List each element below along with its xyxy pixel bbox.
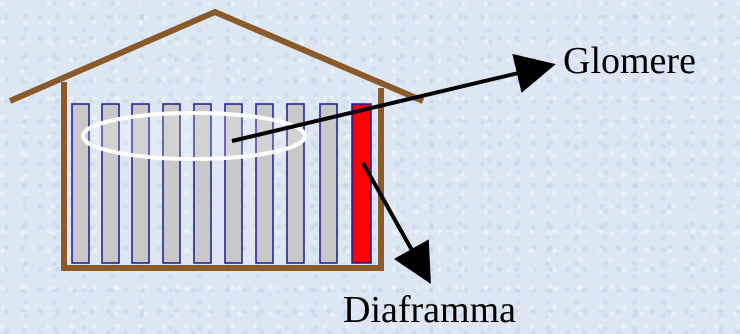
bar bbox=[319, 103, 338, 264]
glomere-label: Glomere bbox=[563, 40, 696, 82]
bar bbox=[162, 103, 181, 264]
glomere-ellipse bbox=[81, 111, 307, 161]
diaframma-label: Diaframma bbox=[343, 289, 517, 331]
bar bbox=[193, 103, 212, 264]
bar bbox=[131, 103, 150, 264]
bar-group bbox=[71, 103, 372, 264]
bar bbox=[255, 103, 274, 264]
bar bbox=[101, 103, 120, 264]
diaframma-bar bbox=[351, 103, 372, 264]
diaframma-arrow bbox=[361, 162, 431, 284]
roof-outline bbox=[8, 8, 425, 104]
bar bbox=[224, 103, 243, 264]
bar bbox=[71, 103, 90, 264]
glomere-arrow bbox=[231, 53, 556, 143]
house-walls bbox=[61, 82, 384, 271]
